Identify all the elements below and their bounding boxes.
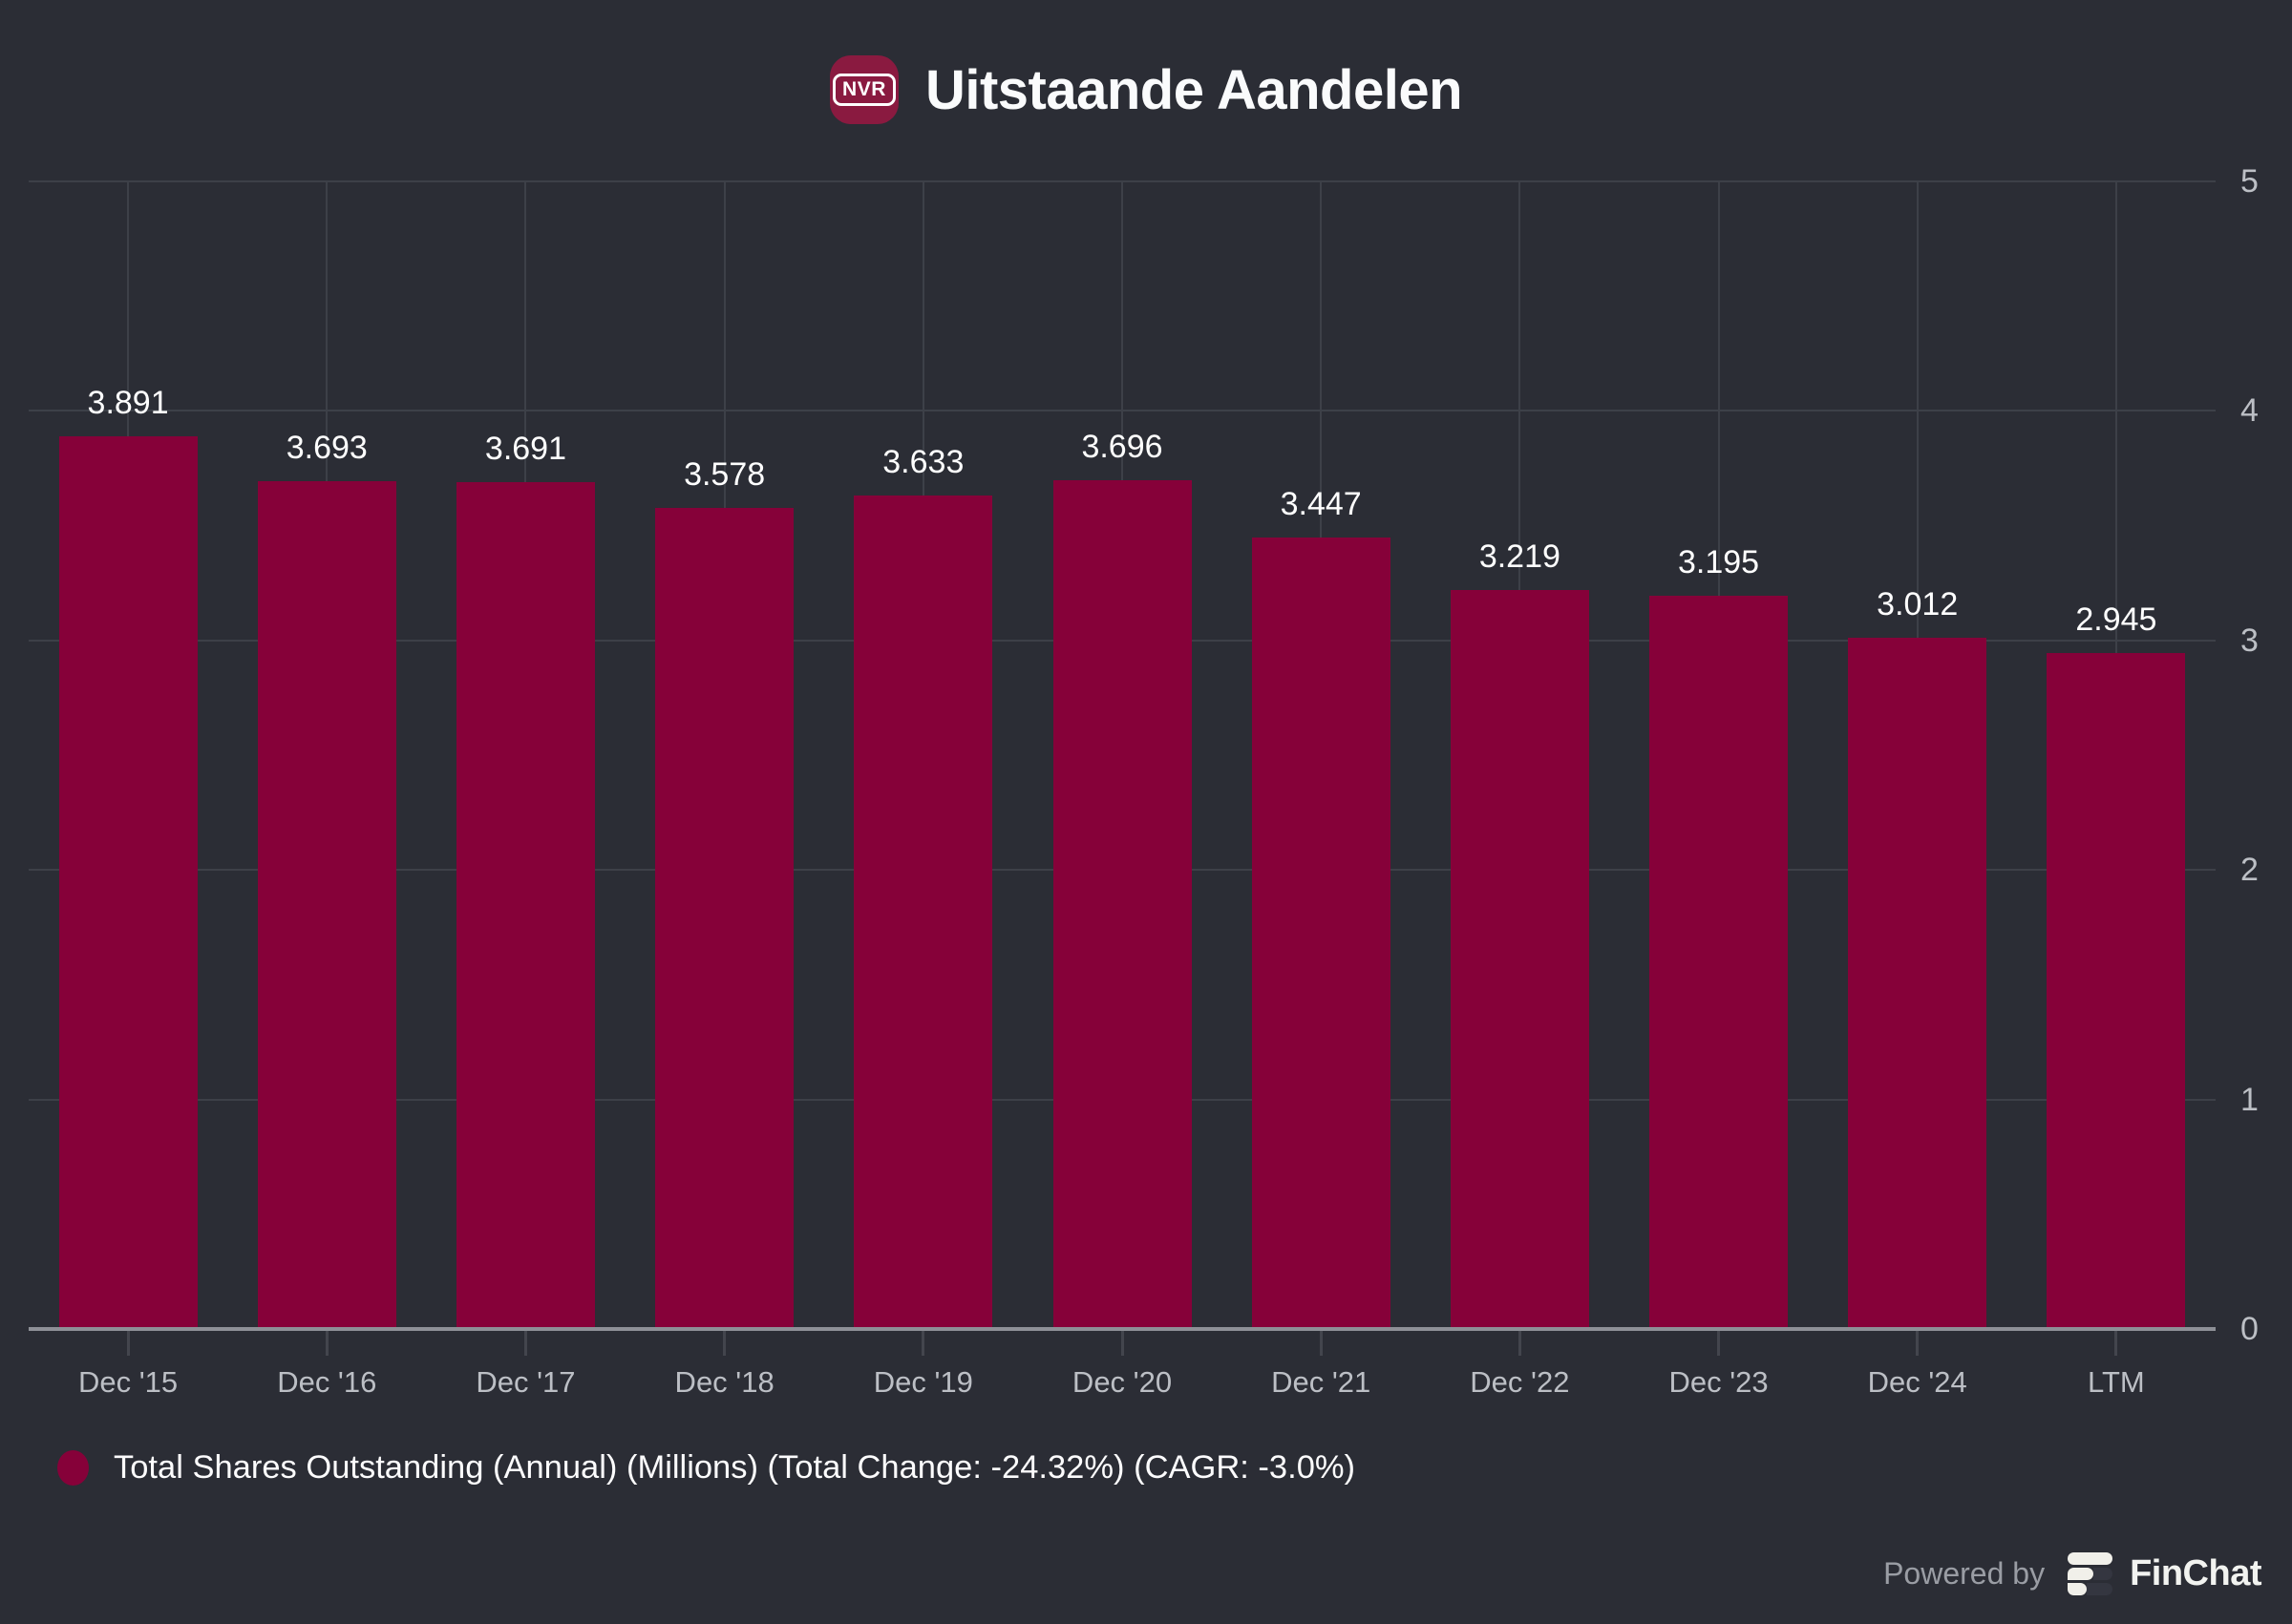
y-axis-tick-label: 3	[2240, 622, 2259, 659]
y-axis-tick-label: 0	[2240, 1311, 2259, 1347]
bar-value-label: 3.891	[87, 384, 169, 421]
y-axis-tick-label: 2	[2240, 852, 2259, 889]
x-axis-tick	[1717, 1331, 1721, 1356]
bar-dec-24[interactable]	[1848, 637, 1987, 1329]
x-axis-tick-label: Dec '21	[1271, 1365, 1371, 1399]
bar-value-label: 3.633	[882, 443, 965, 480]
x-axis-tick	[723, 1331, 727, 1356]
powered-by-branding[interactable]: Powered by FinChat	[1883, 1545, 2261, 1602]
bar-value-label: 3.012	[1877, 585, 1959, 622]
x-axis-tick	[1916, 1331, 1920, 1356]
finchat-logo-icon	[2068, 1551, 2113, 1595]
chart-title: Uitstaande Aandelen	[924, 58, 1463, 121]
x-axis-tick-label: LTM	[2088, 1365, 2145, 1399]
bar-value-label: 3.691	[484, 430, 566, 467]
brand-name: FinChat	[2130, 1552, 2261, 1593]
bar-ltm[interactable]	[2047, 653, 2186, 1329]
bar-dec-18[interactable]	[655, 507, 795, 1329]
bar-dec-15[interactable]	[58, 435, 198, 1329]
nvr-ticker-icon: NVR	[829, 55, 899, 124]
x-axis-tick	[1120, 1331, 1124, 1356]
plot-area: 0 1 2 3 4 5 3.891 Dec '15 3.693 Dec '16 3.691 Dec '…	[29, 165, 2259, 1397]
x-axis-tick-label: Dec '16	[277, 1365, 377, 1399]
y-axis-tick-label: 5	[2240, 163, 2259, 200]
chart-header: NVR Uitstaande Aandelen	[0, 50, 2292, 130]
legend-marker-icon	[57, 1450, 89, 1486]
bar-dec-19[interactable]	[854, 495, 993, 1329]
bar-dec-20[interactable]	[1052, 480, 1192, 1329]
bar-value-label: 3.696	[1081, 429, 1163, 466]
bar-dec-22[interactable]	[1450, 590, 1589, 1329]
x-axis-line	[29, 1327, 2216, 1331]
x-axis-tick-label: Dec '23	[1668, 1365, 1769, 1399]
legend-label: Total Shares Outstanding (Annual) (Milli…	[114, 1449, 1356, 1486]
x-axis-tick	[523, 1331, 527, 1356]
x-axis-tick	[325, 1331, 329, 1356]
bar-value-label: 3.219	[1478, 538, 1560, 576]
bar-value-label: 3.693	[286, 430, 368, 467]
y-axis-tick-label: 4	[2240, 392, 2259, 430]
bar-dec-16[interactable]	[257, 481, 396, 1329]
bar-dec-23[interactable]	[1649, 595, 1789, 1329]
y-axis-tick-label: 1	[2240, 1081, 2259, 1118]
powered-by-text: Powered by	[1883, 1555, 2046, 1591]
bar-dec-21[interactable]	[1251, 538, 1390, 1329]
x-axis-tick-label: Dec '22	[1470, 1365, 1570, 1399]
x-axis-tick-label: Dec '20	[1072, 1365, 1173, 1399]
bar-value-label: 2.945	[2075, 601, 2157, 639]
x-axis-tick	[922, 1331, 925, 1356]
x-axis-tick-label: Dec '24	[1867, 1365, 1967, 1399]
x-axis-tick-label: Dec '17	[476, 1365, 576, 1399]
x-axis-tick	[1319, 1331, 1323, 1356]
legend-item[interactable]: Total Shares Outstanding (Annual) (Milli…	[57, 1449, 1355, 1487]
x-axis-tick	[126, 1331, 130, 1356]
x-axis-tick	[1517, 1331, 1521, 1356]
x-axis-tick-label: Dec '19	[873, 1365, 973, 1399]
bar-value-label: 3.195	[1677, 543, 1760, 580]
bar-value-label: 3.578	[684, 455, 766, 493]
x-axis-tick-label: Dec '15	[78, 1365, 179, 1399]
x-axis-tick-label: Dec '18	[674, 1365, 775, 1399]
bar-value-label: 3.447	[1280, 486, 1362, 523]
ticker-badge-label: NVR	[833, 74, 896, 106]
x-axis-tick	[2114, 1331, 2118, 1356]
bar-dec-17[interactable]	[456, 481, 595, 1329]
